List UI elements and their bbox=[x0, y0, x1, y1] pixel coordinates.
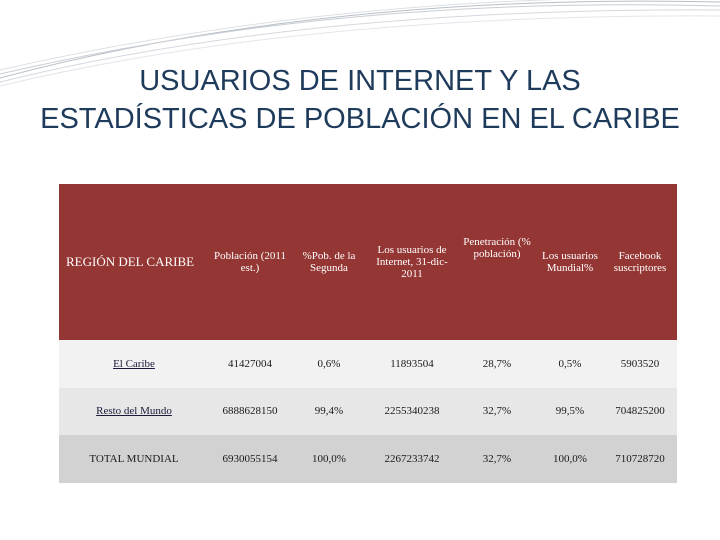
cell-internet-users: 2255340238 bbox=[367, 387, 457, 436]
page-title: USUARIOS DE INTERNET Y LAS ESTADÍSTICAS … bbox=[0, 62, 720, 138]
cell-facebook: 5903520 bbox=[603, 340, 677, 388]
header-internet-users: Los usuarios de Internet, 31-dic-2011 bbox=[367, 184, 457, 340]
cell-world-users: 99,5% bbox=[537, 387, 603, 436]
header-penetration-label: Penetración (% población) bbox=[463, 236, 531, 260]
cell-region: TOTAL MUNDIAL bbox=[59, 435, 209, 483]
header-penetration: Penetración (% población) bbox=[457, 184, 537, 340]
cell-world-users: 0,5% bbox=[537, 340, 603, 388]
cell-penetration: 32,7% bbox=[457, 435, 537, 483]
decorative-swoosh bbox=[0, 0, 720, 87]
table-row: El Caribe 41427004 0,6% 11893504 28,7% 0… bbox=[59, 340, 677, 388]
title-line-1: USUARIOS DE INTERNET Y LAS bbox=[139, 65, 581, 97]
title-line-2: ESTADÍSTICAS DE POBLACIÓN EN EL CARIBE bbox=[40, 103, 680, 135]
header-pct-population: %Pob. de la Segunda bbox=[291, 184, 367, 340]
cell-population: 6930055154 bbox=[209, 435, 291, 483]
header-population: Población (2011 est.) bbox=[209, 184, 291, 340]
cell-facebook: 710728720 bbox=[603, 435, 677, 483]
cell-world-users: 100,0% bbox=[537, 435, 603, 483]
cell-population: 6888628150 bbox=[209, 387, 291, 436]
table-header-row: REGIÓN DEL CARIBE Población (2011 est.) … bbox=[59, 184, 677, 340]
cell-internet-users: 2267233742 bbox=[367, 435, 457, 483]
cell-pct-population: 99,4% bbox=[291, 387, 367, 436]
header-region: REGIÓN DEL CARIBE bbox=[59, 184, 209, 340]
cell-population: 41427004 bbox=[209, 340, 291, 388]
cell-pct-population: 0,6% bbox=[291, 340, 367, 388]
cell-region: El Caribe bbox=[59, 340, 209, 388]
header-facebook: Facebook suscriptores bbox=[603, 184, 677, 340]
cell-penetration: 32,7% bbox=[457, 387, 537, 436]
region-link-rest-of-world[interactable]: Resto del Mundo bbox=[96, 405, 172, 418]
caribbean-stats-table: REGIÓN DEL CARIBE Población (2011 est.) … bbox=[59, 184, 677, 483]
cell-internet-users: 11893504 bbox=[367, 340, 457, 388]
header-world-users: Los usuarios Mundial% bbox=[537, 184, 603, 340]
table-row: Resto del Mundo 6888628150 99,4% 2255340… bbox=[59, 387, 677, 436]
cell-facebook: 704825200 bbox=[603, 387, 677, 436]
cell-penetration: 28,7% bbox=[457, 340, 537, 388]
cell-pct-population: 100,0% bbox=[291, 435, 367, 483]
region-link-caribbean[interactable]: El Caribe bbox=[113, 357, 155, 370]
cell-region: Resto del Mundo bbox=[59, 387, 209, 436]
table-row: TOTAL MUNDIAL 6930055154 100,0% 22672337… bbox=[59, 435, 677, 483]
